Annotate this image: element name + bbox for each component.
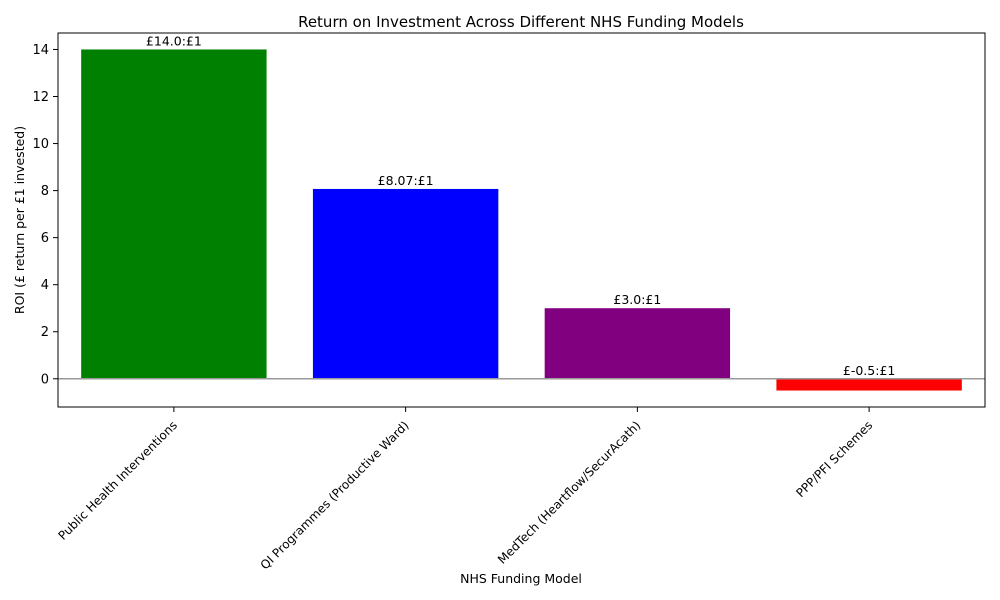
- bars-layer: [58, 49, 985, 391]
- y-tick-label-10: 10: [32, 137, 49, 152]
- data-labels-layer: £14.0:£1 £8.07:£1 £3.0:£1 £-0.5:£1: [146, 33, 895, 377]
- bar-3: [544, 308, 731, 379]
- y-tick-label-0: 0: [41, 372, 49, 387]
- y-axis: 0 2 4 6 8 10 12 14: [32, 43, 58, 387]
- y-tick-label-6: 6: [41, 231, 49, 246]
- y-tick-label-14: 14: [32, 43, 49, 58]
- bar-data-label-4: £-0.5:£1: [843, 363, 895, 378]
- x-tick-label-1: Public Health Interventions: [56, 418, 180, 542]
- bar-2: [312, 188, 499, 379]
- x-axis: Public Health Interventions QI Programmes…: [56, 407, 875, 572]
- y-tick-label-8: 8: [41, 184, 49, 199]
- y-axis-title: ROI (£ return per £1 invested): [12, 126, 27, 314]
- y-tick-label-4: 4: [41, 278, 49, 293]
- x-tick-label-2: QI Programmes (Productive Ward): [258, 418, 412, 572]
- plot-area-frame: [57, 32, 986, 408]
- bar-4: [776, 378, 962, 391]
- x-tick-label-3: MedTech (Heartflow/SecurAcath): [495, 418, 643, 566]
- bar-data-label-2: £8.07:£1: [378, 173, 434, 188]
- x-tick-label-4: PPP/PFI Schemes: [793, 418, 875, 500]
- y-tick-label-2: 2: [41, 325, 49, 340]
- chart-title: Return on Investment Across Different NH…: [298, 13, 744, 31]
- bar-1: [81, 49, 267, 379]
- bar-data-label-1: £14.0:£1: [146, 33, 202, 48]
- x-axis-title: NHS Funding Model: [460, 571, 582, 586]
- bar-data-label-3: £3.0:£1: [613, 292, 661, 307]
- y-tick-label-12: 12: [32, 90, 49, 105]
